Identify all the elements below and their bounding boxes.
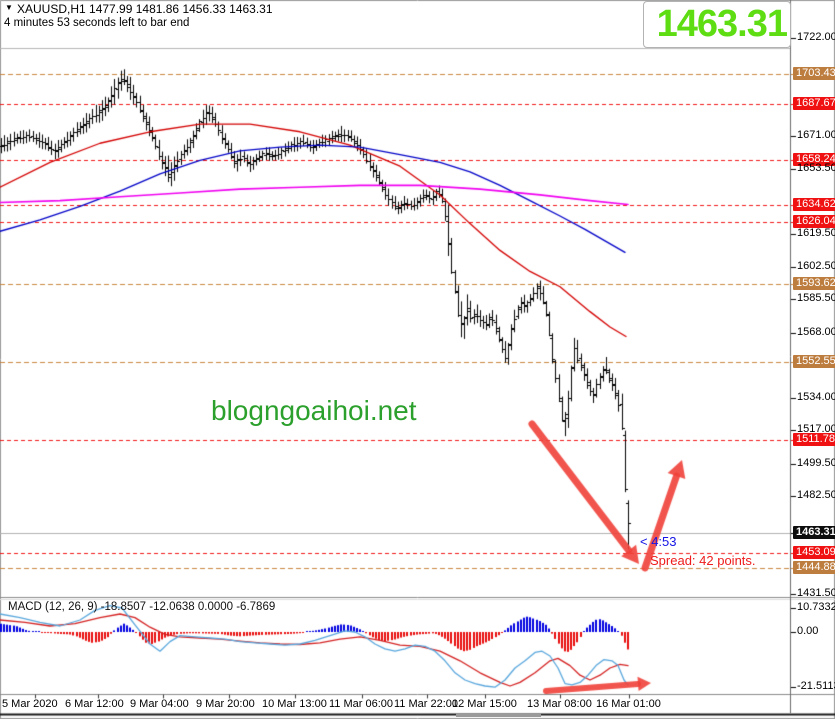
price-axis-label: 1444.88 (793, 561, 835, 575)
price-axis-label: 1568.00 (797, 325, 835, 338)
bar-countdown-text: 4 minutes 53 seconds left to bar end (4, 17, 190, 29)
price-axis-label: 1658.24 (793, 153, 835, 166)
price-axis-label: 1453.09 (793, 545, 835, 559)
time-axis-label: 16 Mar 01:00 (596, 698, 661, 710)
price-axis-label: 1671.00 (797, 128, 835, 141)
time-axis-label: 11 Mar 06:00 (329, 698, 394, 710)
price-axis-label: 1634.62 (793, 198, 835, 212)
price-axis-label: 1499.50 (797, 456, 835, 469)
price-axis-label: 1482.50 (797, 489, 835, 502)
symbol-ohlc-title: XAUUSD,H1 1477.99 1481.86 1456.33 1463.3… (17, 2, 273, 16)
current-price-display: 1463.31 (643, 1, 791, 48)
price-axis-label: 1722.00 (797, 31, 835, 43)
candle-countdown-label: < 4:53 (640, 534, 677, 549)
price-axis-label: 1653.50 (797, 162, 835, 175)
time-axis-label: 6 Mar 12:00 (65, 698, 124, 710)
price-axis-label: 1511.78 (793, 433, 835, 447)
price-axis-label: 1552.55 (793, 355, 835, 369)
price-axis-label: 1619.50 (797, 227, 835, 240)
macd-indicator-title: MACD (12, 26, 9) -18.8507 -12.0638 0.000… (8, 601, 276, 613)
macd-axis[interactable]: 10.7332 0.00 -21.5113 (790, 0, 835, 719)
time-axis-label: 11 Mar 22:00 (394, 698, 459, 710)
price-axis-label: 1431.50 (797, 586, 835, 599)
price-axis[interactable]: 1722.00 1703.43 1687.67 1671.00 1658.24 1653.… (790, 0, 835, 719)
time-axis-label: 9 Mar 04:00 (130, 698, 189, 710)
spread-label: Spread: 42 points. (650, 553, 756, 568)
time-axis-label: 9 Mar 20:00 (196, 698, 255, 710)
price-axis-label: 1687.67 (793, 96, 835, 110)
chart-menu-dropdown-icon[interactable]: ▼ (5, 3, 13, 12)
price-axis-label: 1585.50 (797, 292, 835, 305)
macd-axis-label: 0.00 (797, 625, 819, 637)
price-axis-label: 1593.62 (793, 276, 835, 290)
horizontal-scrollbar-thumb[interactable] (456, 713, 541, 717)
price-axis-label: 1534.00 (797, 390, 835, 403)
time-axis[interactable]: 5 Mar 2020 6 Mar 12:00 9 Mar 04:00 9 Mar 20… (0, 698, 790, 714)
time-axis-label: 12 Mar 15:00 (452, 698, 517, 710)
price-axis-label: 1602.50 (797, 259, 835, 272)
time-axis-label: 13 Mar 08:00 (527, 698, 592, 710)
price-axis-label: 1463.31 (793, 526, 835, 539)
macd-axis-label: 10.7332 (797, 601, 835, 613)
macd-axis-label: -21.5113 (797, 680, 835, 692)
price-axis-label: 1626.04 (793, 214, 835, 228)
time-axis-label: 10 Mar 13:00 (262, 698, 327, 710)
price-axis-label: 1517.00 (797, 423, 835, 436)
price-axis-label: 1703.43 (793, 66, 835, 80)
current-price-value: 1463.31 (656, 3, 788, 45)
time-axis-label: 5 Mar 2020 (2, 698, 58, 710)
